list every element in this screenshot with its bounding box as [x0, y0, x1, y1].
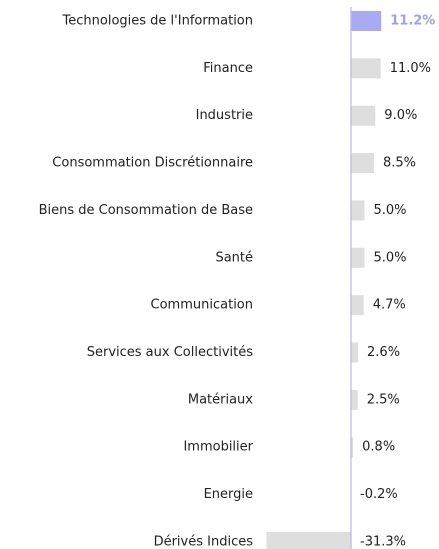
value-label: -0.2% [360, 487, 398, 502]
bar [351, 247, 365, 268]
value-label: 5.0% [374, 250, 407, 265]
category-label: Consommation Discrétionnaire [52, 156, 253, 171]
category-label: Immobilier [183, 440, 253, 455]
bar [351, 389, 358, 410]
bar [351, 200, 365, 221]
bar [351, 437, 354, 458]
value-label: 5.0% [374, 203, 407, 218]
value-label: 2.5% [367, 392, 400, 407]
bar [351, 342, 359, 363]
category-label: Biens de Consommation de Base [39, 203, 253, 218]
category-label: Santé [215, 250, 253, 265]
category-label: Dérivés Indices [154, 534, 254, 549]
category-label: Services aux Collectivités [87, 345, 253, 360]
value-label: 11.0% [390, 61, 431, 76]
value-label: 9.0% [384, 108, 417, 123]
category-label: Technologies de l'Information [62, 14, 253, 29]
bar [351, 11, 382, 31]
value-label: 2.6% [367, 345, 400, 360]
bar [351, 153, 374, 174]
category-label: Matériaux [188, 392, 253, 407]
bar [351, 105, 376, 126]
value-label: 8.5% [383, 156, 416, 171]
category-label: Communication [151, 298, 253, 313]
bar [351, 58, 381, 79]
category-label: Energie [204, 487, 253, 502]
value-label: 4.7% [373, 298, 406, 313]
bar [351, 295, 364, 316]
category-label: Finance [203, 61, 253, 76]
bar [266, 531, 351, 549]
category-label: Industrie [196, 108, 253, 123]
value-label: 11.2% [390, 14, 435, 29]
value-label: 0.8% [362, 440, 395, 455]
value-label: -31.3% [360, 534, 406, 549]
